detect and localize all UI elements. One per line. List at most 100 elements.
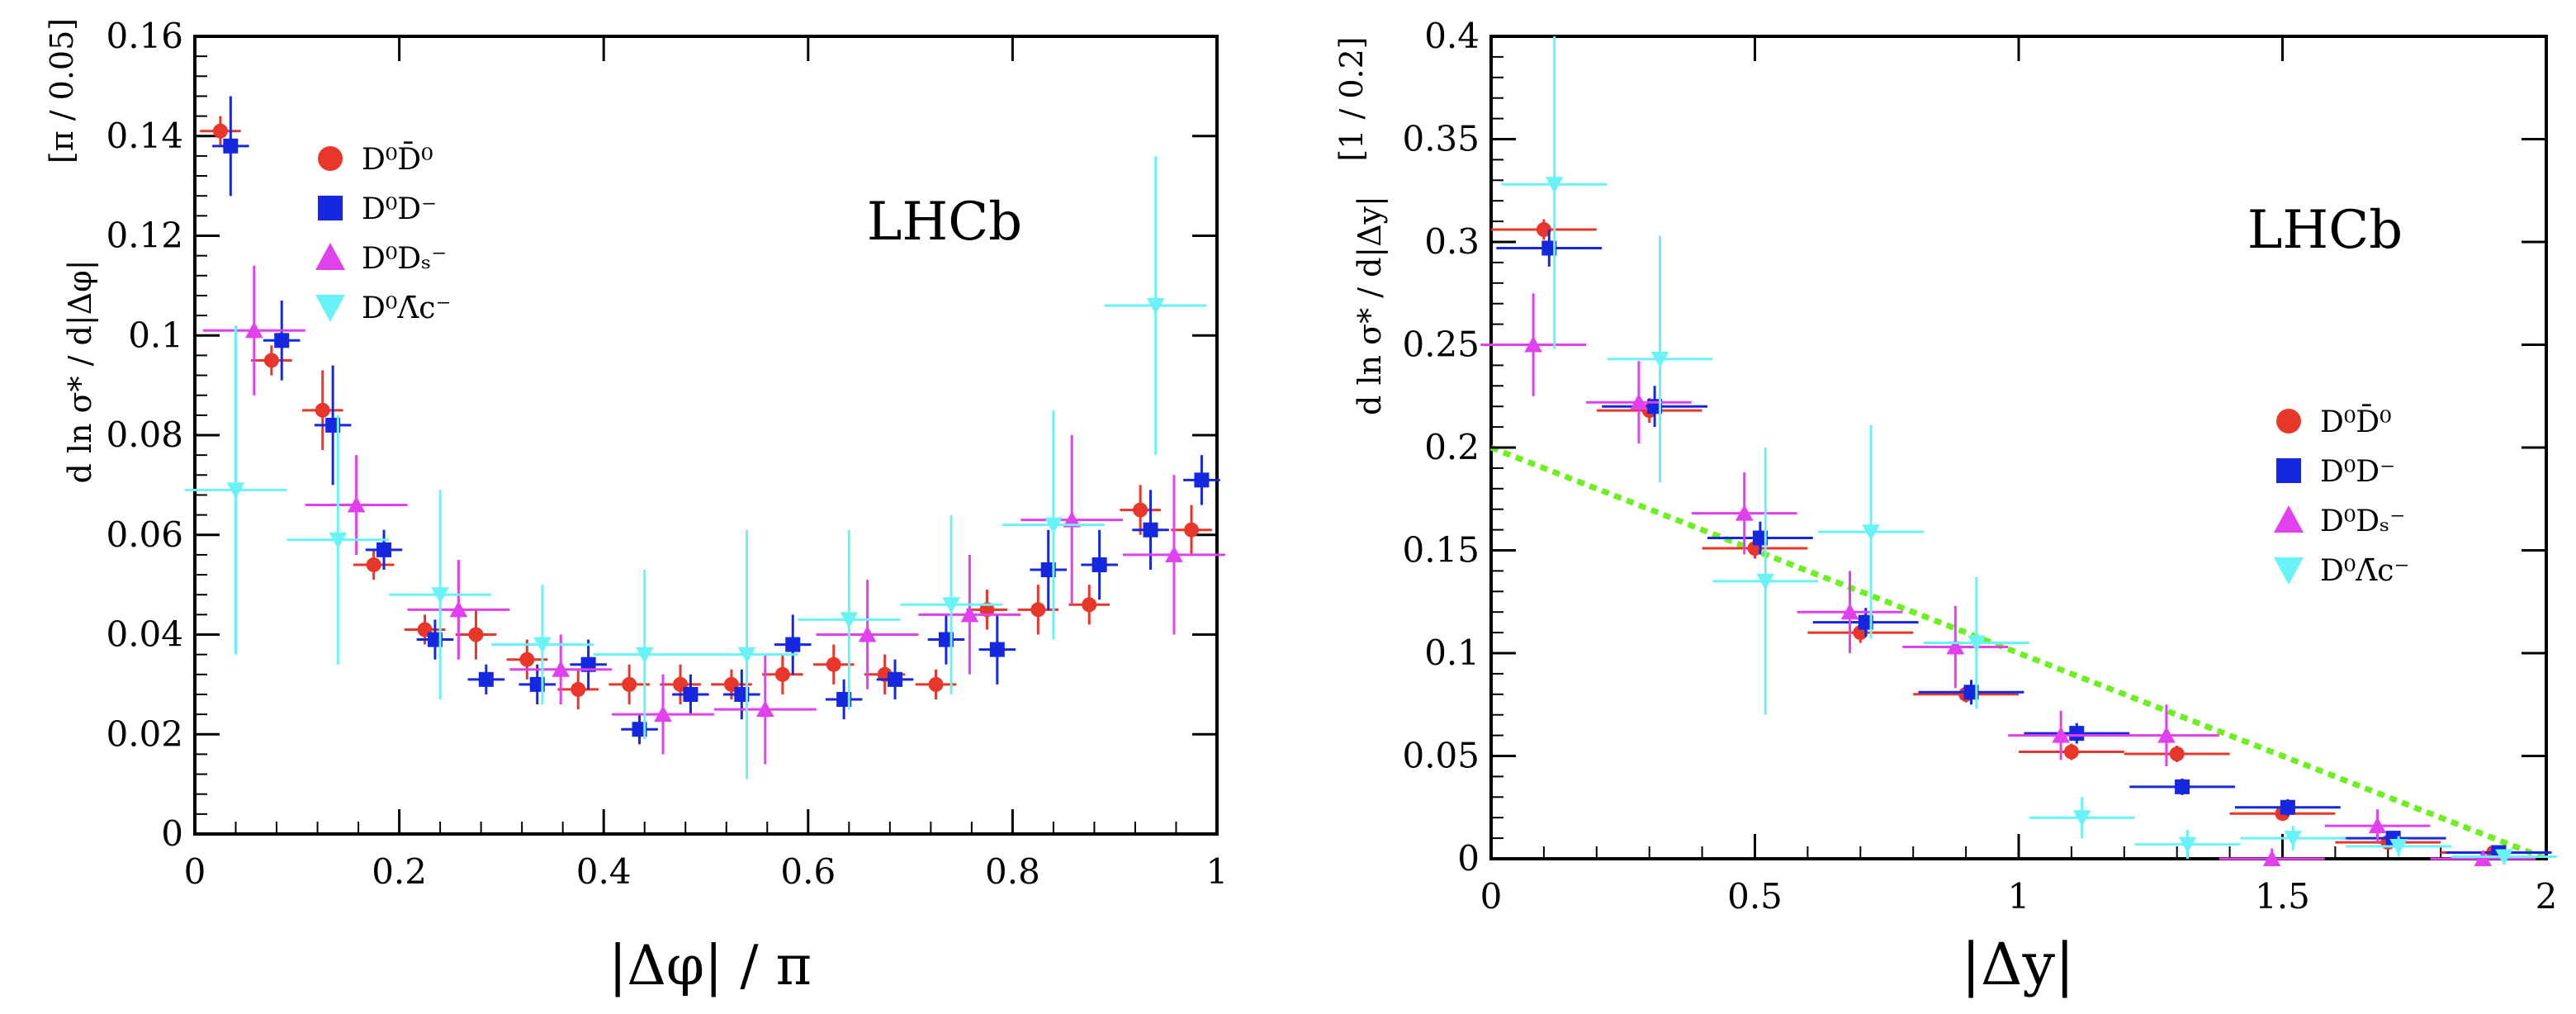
y-tick-label: 0.04 bbox=[106, 614, 183, 655]
data-point bbox=[1756, 573, 1775, 590]
data-point bbox=[2069, 726, 2085, 742]
data-point bbox=[1030, 602, 1046, 618]
data-point bbox=[756, 700, 774, 718]
data-point bbox=[774, 666, 790, 682]
right-chart-title: LHCb bbox=[2247, 200, 2403, 261]
data-point bbox=[1165, 546, 1183, 562]
data-point bbox=[1946, 637, 1965, 655]
data-point bbox=[942, 597, 960, 614]
data-point bbox=[928, 676, 944, 692]
y-tick-label: 0.1 bbox=[1424, 633, 1480, 673]
data-point bbox=[431, 587, 449, 604]
y-tick-label: 0.14 bbox=[106, 116, 183, 156]
x-tick-label: 0 bbox=[184, 851, 206, 892]
left-chart-title: LHCb bbox=[867, 192, 1022, 253]
data-point bbox=[826, 656, 841, 672]
data-point bbox=[2280, 799, 2295, 815]
left-y-axis-unit: [π / 0.05] bbox=[44, 18, 80, 163]
reference-line bbox=[1489, 444, 2548, 862]
data-point bbox=[449, 600, 468, 618]
y-tick-label: 0.1 bbox=[128, 315, 183, 355]
y-tick-label: 0 bbox=[161, 813, 183, 854]
data-point bbox=[1968, 635, 1986, 652]
data-point bbox=[223, 138, 239, 154]
x-tick-label: 0.4 bbox=[576, 851, 632, 892]
y-tick-label: 0.02 bbox=[106, 713, 183, 754]
data-point bbox=[1040, 562, 1056, 578]
data-point bbox=[468, 627, 484, 642]
data-point bbox=[1133, 502, 1148, 518]
data-point bbox=[2284, 831, 2303, 847]
legend-label: D⁰D̄⁰ bbox=[2320, 404, 2392, 439]
data-point bbox=[635, 647, 654, 664]
data-point bbox=[2169, 746, 2185, 762]
data-point bbox=[478, 671, 494, 687]
y-tick-label: 0.4 bbox=[1424, 16, 1480, 56]
data-point bbox=[1541, 240, 1557, 256]
data-point bbox=[938, 632, 954, 647]
data-point bbox=[737, 647, 756, 664]
legend-marker bbox=[2276, 458, 2301, 483]
y-tick-label: 0.3 bbox=[1424, 221, 1480, 262]
data-point bbox=[2063, 744, 2079, 760]
y-tick-label: 0.2 bbox=[1424, 427, 1480, 467]
data-point bbox=[347, 495, 366, 513]
series-D0D0bar bbox=[200, 116, 1212, 710]
data-point bbox=[1630, 393, 1648, 410]
left-legend: D⁰D̄⁰ D⁰D⁻ D⁰Dₛ⁻ D⁰Λ̄c⁻ bbox=[315, 141, 451, 325]
x-tick-label: 0.2 bbox=[372, 851, 427, 892]
x-tick-label: 1.5 bbox=[2255, 876, 2310, 917]
x-tick-label: 1 bbox=[1206, 851, 1229, 892]
data-point bbox=[622, 676, 637, 692]
data-point bbox=[960, 605, 979, 623]
data-point bbox=[2157, 726, 2176, 743]
data-point bbox=[1858, 614, 1873, 630]
legend-marker bbox=[315, 295, 345, 322]
right-chart: 0 0.05 0.1 0.15 0.2 0.25 0.3 0.35 0.4 0 0.5 1 1.5 2 L… bbox=[1333, 16, 2557, 998]
data-point bbox=[529, 676, 545, 692]
data-point bbox=[858, 625, 877, 642]
data-point bbox=[329, 532, 348, 549]
data-point bbox=[274, 333, 290, 348]
series-D0Ds bbox=[1480, 293, 2536, 866]
data-point bbox=[1735, 504, 1754, 521]
series-D0Lc bbox=[184, 155, 1207, 779]
x-tick-label: 0.8 bbox=[985, 851, 1040, 892]
legend-label: D⁰Λ̄c⁻ bbox=[362, 291, 451, 325]
x-tick-label: 0 bbox=[1480, 876, 1503, 917]
legend-marker bbox=[2274, 505, 2304, 533]
data-point bbox=[1184, 522, 1200, 538]
data-point bbox=[2368, 817, 2387, 834]
y-tick-label: 0.25 bbox=[1402, 325, 1480, 365]
left-y-axis-label: d ln σ* / d|Δφ| bbox=[62, 260, 98, 484]
data-point bbox=[1044, 517, 1063, 534]
data-point bbox=[1963, 685, 1979, 700]
right-y-axis-unit: [1 / 0.2] bbox=[1333, 36, 1370, 161]
data-point bbox=[2178, 836, 2197, 854]
data-point bbox=[1862, 524, 1880, 541]
data-point bbox=[366, 557, 381, 572]
series-D0Lc bbox=[1501, 36, 2557, 866]
data-point bbox=[245, 321, 263, 339]
data-point bbox=[580, 656, 596, 672]
data-point bbox=[836, 691, 852, 707]
left-chart: 0 0.02 0.04 0.06 0.08 0.1 0.12 0.14 0.16 0 0.2 0.4 0… bbox=[44, 16, 1228, 997]
y-tick-label: 0.35 bbox=[1402, 119, 1480, 159]
data-point bbox=[533, 637, 552, 654]
legend-marker bbox=[2274, 557, 2304, 585]
data-point bbox=[1143, 522, 1158, 538]
y-tick-label: 0.06 bbox=[106, 514, 183, 555]
data-point bbox=[226, 482, 245, 500]
right-axis-ticks: 0 0.05 0.1 0.15 0.2 0.25 0.3 0.35 0.4 0 0.5 1 1.5 2 bbox=[1402, 16, 2557, 917]
right-legend: D⁰D̄⁰ D⁰D⁻ D⁰Dₛ⁻ D⁰Λ̄c⁻ bbox=[2274, 404, 2409, 588]
x-tick-label: 0.5 bbox=[1727, 876, 1783, 917]
y-tick-label: 0.16 bbox=[106, 16, 183, 56]
data-point bbox=[2474, 850, 2493, 866]
data-point bbox=[1752, 530, 1768, 546]
series-D0Dminus bbox=[1496, 230, 2552, 860]
left-x-axis-label: |Δφ| / π bbox=[608, 934, 812, 997]
legend-label: D⁰D⁻ bbox=[2320, 455, 2395, 489]
data-point bbox=[1091, 557, 1107, 572]
data-point bbox=[1840, 603, 1859, 620]
